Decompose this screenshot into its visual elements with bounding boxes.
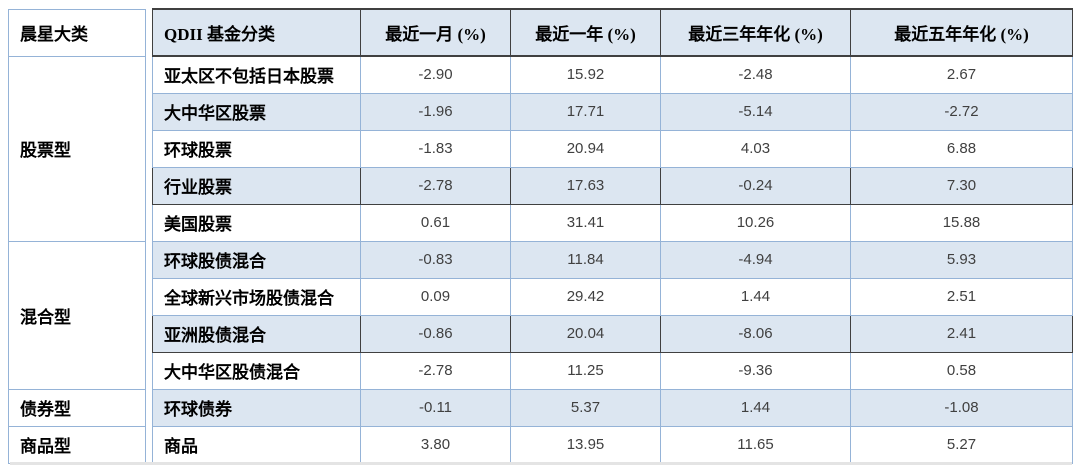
column-header-3y-annualized: 最近三年年化 (%) — [660, 8, 851, 57]
value-3y: 4.03 — [660, 129, 851, 168]
value-3y: -4.94 — [660, 240, 851, 279]
fund-class-label: 行业股票 — [152, 166, 361, 205]
fund-class-label: 全球新兴市场股债混合 — [152, 277, 361, 316]
column-header-5y-annualized: 最近五年年化 (%) — [850, 8, 1073, 57]
value-5y: 0.58 — [850, 351, 1073, 390]
category-group-equity: 股票型 — [8, 55, 146, 242]
value-3y: -8.06 — [660, 314, 851, 353]
value-3y: 1.44 — [660, 277, 851, 316]
table-row: 股票型 亚太区不包括日本股票 -2.90 15.92 -2.48 2.67 — [8, 55, 1073, 242]
value-1m: 0.61 — [360, 203, 511, 242]
table-row: 大中华区股票 -1.96 17.71 -5.14 -2.72 — [9, 92, 1073, 131]
value-5y: 5.27 — [850, 425, 1073, 464]
table-row: 美国股票 0.61 31.41 10.26 15.88 — [9, 203, 1073, 242]
value-5y: -1.08 — [850, 388, 1073, 427]
value-1y: 20.94 — [510, 129, 661, 168]
table-row: 亚洲股债混合 -0.86 20.04 -8.06 2.41 — [9, 314, 1073, 353]
table-row: 行业股票 -2.78 17.63 -0.24 7.30 — [9, 166, 1073, 205]
value-1m: -0.11 — [360, 388, 511, 427]
fund-class-label: 环球股票 — [152, 129, 361, 168]
table-row: 环球股票 -1.83 20.94 4.03 6.88 — [9, 129, 1073, 168]
column-header-last-month: 最近一月 (%) — [360, 8, 511, 57]
qdii-performance-table: 晨星大类 QDII 基金分类 最近一月 (%) 最近一年 (%) 最近三年年化 … — [8, 8, 1073, 464]
fund-class-label: 大中华区股票 — [152, 92, 361, 131]
value-1m: -1.83 — [360, 129, 511, 168]
column-gap — [145, 9, 153, 463]
fund-class-label: 环球股债混合 — [152, 240, 361, 279]
value-3y: -5.14 — [660, 92, 851, 131]
value-1y: 11.84 — [510, 240, 661, 279]
column-header-last-year: 最近一年 (%) — [510, 8, 661, 57]
value-3y: 1.44 — [660, 388, 851, 427]
value-1m: 0.09 — [360, 277, 511, 316]
header-row: 晨星大类 QDII 基金分类 最近一月 (%) 最近一年 (%) 最近三年年化 … — [8, 8, 1073, 463]
value-1y: 29.42 — [510, 277, 661, 316]
value-5y: 2.67 — [850, 55, 1073, 94]
value-3y: 10.26 — [660, 203, 851, 242]
value-5y: 6.88 — [850, 129, 1073, 168]
fund-class-label: 商品 — [152, 425, 361, 464]
table-row: 商品型 商品 3.80 13.95 11.65 5.27 — [8, 425, 1073, 464]
value-1m: -1.96 — [360, 92, 511, 131]
table-bottom-shadow — [10, 462, 1072, 465]
category-group-bond: 债券型 — [8, 388, 146, 427]
value-3y: -2.48 — [660, 55, 851, 94]
value-1y: 13.95 — [510, 425, 661, 464]
value-5y: 2.51 — [850, 277, 1073, 316]
value-3y: -0.24 — [660, 166, 851, 205]
fund-class-label: 亚洲股债混合 — [152, 314, 361, 353]
category-column-header: 晨星大类 — [8, 8, 146, 57]
value-1y: 5.37 — [510, 388, 661, 427]
value-5y: 15.88 — [850, 203, 1073, 242]
category-group-allocation: 混合型 — [8, 240, 146, 390]
fund-class-label: 美国股票 — [152, 203, 361, 242]
value-5y: 2.41 — [850, 314, 1073, 353]
fund-class-label: 大中华区股债混合 — [152, 351, 361, 390]
fund-class-label: 环球债券 — [152, 388, 361, 427]
value-5y: 7.30 — [850, 166, 1073, 205]
value-1m: -0.86 — [360, 314, 511, 353]
category-group-commodity: 商品型 — [8, 425, 146, 464]
table-row: 大中华区股债混合 -2.78 11.25 -9.36 0.58 — [9, 351, 1073, 390]
value-5y: 5.93 — [850, 240, 1073, 279]
value-1m: -2.78 — [360, 351, 511, 390]
column-header-fund-class: QDII 基金分类 — [152, 8, 361, 57]
value-1m: 3.80 — [360, 425, 511, 464]
value-1y: 31.41 — [510, 203, 661, 242]
table-row: 混合型 环球股债混合 -0.83 11.84 -4.94 5.93 — [8, 240, 1073, 390]
value-1y: 15.92 — [510, 55, 661, 94]
value-3y: 11.65 — [660, 425, 851, 464]
value-1y: 17.71 — [510, 92, 661, 131]
table-row: 全球新兴市场股债混合 0.09 29.42 1.44 2.51 — [9, 277, 1073, 316]
value-1m: -2.90 — [360, 55, 511, 94]
fund-class-label: 亚太区不包括日本股票 — [152, 55, 361, 94]
value-1y: 11.25 — [510, 351, 661, 390]
value-1y: 20.04 — [510, 314, 661, 353]
value-1m: -2.78 — [360, 166, 511, 205]
value-1m: -0.83 — [360, 240, 511, 279]
value-3y: -9.36 — [660, 351, 851, 390]
table-row: 债券型 环球债券 -0.11 5.37 1.44 -1.08 — [8, 388, 1073, 427]
value-1y: 17.63 — [510, 166, 661, 205]
value-5y: -2.72 — [850, 92, 1073, 131]
